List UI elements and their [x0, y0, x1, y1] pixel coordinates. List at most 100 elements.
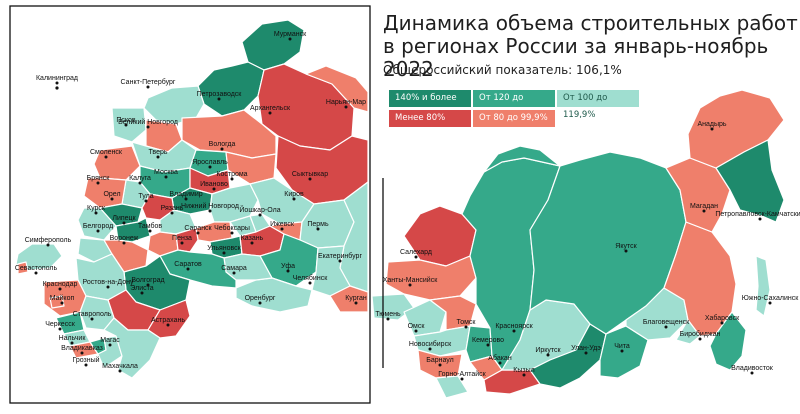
west-city-dot — [110, 197, 114, 201]
west-city-label: Тула — [138, 193, 153, 200]
legend-item-120: От 120 до 139,9% — [473, 90, 555, 120]
east-city-label: Красноярск — [495, 323, 533, 330]
east-city-label: Абакан — [488, 354, 512, 362]
west-city-label: Волгоград — [131, 277, 164, 284]
west-city-dot — [250, 241, 254, 245]
west-city-label: Владимир — [169, 191, 202, 198]
west-city-dot — [34, 271, 38, 275]
west-city-dot — [146, 125, 150, 129]
east-city-dot — [498, 361, 502, 365]
east-city-dot — [664, 325, 668, 329]
region-kamchatka — [715, 139, 785, 223]
west-city-dot — [308, 177, 312, 181]
west-city-dot — [217, 97, 221, 101]
west-city-label: Псков — [116, 117, 136, 124]
east-city-label: Якутск — [615, 243, 637, 250]
west-city-dot — [146, 85, 150, 89]
west-city-dot — [96, 229, 100, 233]
east-city-label: Горно-Алтайск — [438, 370, 486, 378]
west-panel-frame — [9, 5, 371, 404]
west-city-label: Калуга — [129, 175, 151, 182]
region-nenets — [305, 65, 369, 113]
region-taymyr — [483, 145, 561, 173]
legend-item-100: От 100 до 119,9% — [557, 90, 639, 120]
west-city-label: Ульяновск — [207, 245, 241, 252]
east-city-dot — [624, 249, 628, 253]
west-city-label: Симферополь — [25, 237, 72, 244]
west-city-dot — [104, 155, 108, 159]
east-city-dot — [408, 283, 412, 287]
east-city-label: Кемерово — [472, 337, 504, 344]
west-city-label: Санкт-Петербург — [121, 78, 176, 86]
east-city-dot — [414, 329, 418, 333]
west-city-label: Нижний Новгород — [181, 202, 239, 210]
east-city-label: Барнаул — [426, 357, 454, 364]
region-penza — [175, 227, 199, 253]
west-city-dot — [258, 213, 262, 217]
east-city-label: Хабаровск — [705, 314, 740, 322]
region-zabaikal — [599, 325, 649, 379]
west-city-label: Тверь — [148, 149, 167, 156]
region-pskov — [111, 107, 147, 143]
east-city-label: Благовещенск — [643, 319, 690, 326]
west-city-label: Элиста — [130, 285, 153, 292]
west-city-label: Пермь — [307, 221, 329, 228]
region-sakhalin — [755, 255, 771, 317]
east-city-label: Петропавловск-Камчатский — [715, 210, 800, 218]
west-city-labels: Мурманск Калининград Санкт-Петербург Петроз… — [15, 31, 367, 373]
west-city-dot — [122, 241, 126, 245]
west-city-dot — [58, 327, 62, 331]
east-city-dot — [698, 337, 702, 341]
west-city-dot — [280, 227, 284, 231]
east-city-dot — [512, 329, 516, 333]
west-city-dot — [292, 197, 296, 201]
west-city-label: Пенза — [172, 235, 192, 242]
east-city-dot — [464, 325, 468, 329]
title-line-2: в регионах России за январь-ноябрь 2022 — [383, 34, 769, 81]
west-city-label: Мурманск — [274, 31, 307, 38]
east-city-label: Улан-Удэ — [571, 345, 601, 352]
east-city-dot — [486, 343, 490, 347]
west-city-dot — [144, 199, 148, 203]
west-city-dot — [354, 301, 358, 305]
west-city-dot — [196, 231, 200, 235]
west-city-dot — [46, 243, 50, 247]
east-city-labels: Салехард Анадырь Ханты-Мансийск Магадан Якут… — [375, 121, 800, 381]
west-city-label: Москва — [154, 169, 178, 176]
east-city-dot — [428, 347, 432, 351]
west-city-dot — [140, 291, 144, 295]
west-city-dot — [338, 259, 342, 263]
west-city-label: Майкоп — [50, 294, 75, 302]
west-city-label: Йошкар-Ола — [239, 205, 280, 214]
west-city-label: Грозный — [72, 356, 99, 364]
west-city-dot — [258, 301, 262, 305]
west-city-dot — [232, 271, 236, 275]
title-line-1: Динамика объема строительных работ — [383, 11, 798, 35]
west-city-dot — [166, 323, 170, 327]
west-city-label: Сыктывкар — [292, 171, 328, 178]
west-city-dot — [94, 211, 98, 215]
region-eao — [675, 319, 701, 345]
west-city-label: Ижевск — [270, 221, 295, 228]
east-city-label: Анадырь — [697, 121, 726, 128]
west-city-label: Рязань — [161, 205, 184, 212]
west-city-label: Ярославль — [192, 159, 228, 166]
east-city-dot — [414, 255, 418, 259]
east-city-dot — [620, 349, 624, 353]
west-city-dot — [212, 187, 216, 191]
west-city-dot — [55, 81, 59, 85]
west-city-dot — [268, 111, 272, 115]
west-city-dot — [106, 285, 110, 289]
west-city-dot — [308, 281, 312, 285]
west-city-label: Нальчик — [59, 335, 87, 342]
west-city-dot — [90, 317, 94, 321]
west-city-label: Астрахань — [151, 317, 185, 324]
east-city-dot — [546, 353, 550, 357]
page-title: Динамика объема строительных работ в рег… — [383, 12, 800, 81]
east-city-label: Биробиджан — [680, 330, 721, 338]
west-city-label: Липецк — [112, 215, 136, 222]
west-city-label: Тамбов — [138, 222, 162, 230]
west-city-dot — [286, 269, 290, 273]
region-dagestan — [103, 317, 161, 379]
west-city-label: Самара — [221, 265, 247, 272]
